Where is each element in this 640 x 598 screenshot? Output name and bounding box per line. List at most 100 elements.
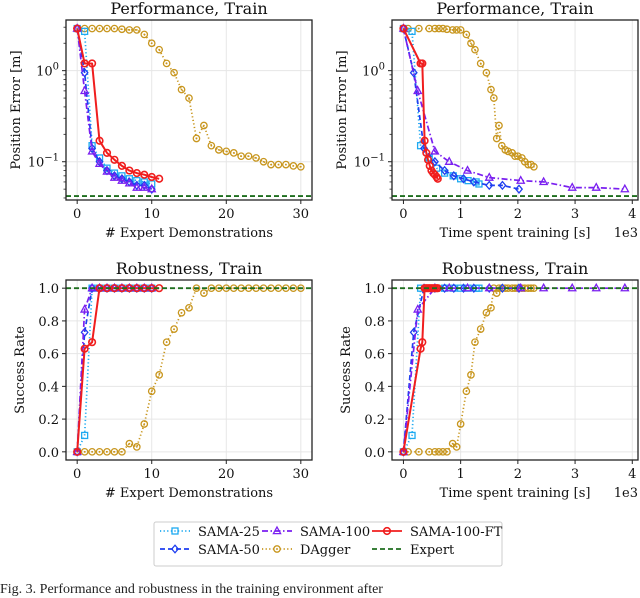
data-point — [132, 169, 141, 178]
data-point — [289, 162, 298, 170]
legend-marker — [170, 544, 180, 554]
data-point — [409, 67, 418, 78]
ytick-label: 0.6 — [364, 348, 385, 363]
ytick-label: 10−1 — [354, 153, 385, 171]
plot-area — [392, 282, 638, 457]
data-point — [110, 155, 119, 164]
data-point — [538, 176, 549, 186]
data-point — [487, 85, 495, 94]
data-point — [185, 303, 193, 312]
series-line — [402, 28, 625, 190]
series-line — [76, 287, 160, 452]
xtick-label: 1 — [457, 467, 465, 482]
data-point — [476, 325, 485, 333]
series-sama-100-ft — [73, 24, 164, 183]
data-point — [469, 283, 478, 293]
data-point — [170, 325, 178, 333]
data-point — [162, 338, 171, 347]
data-point — [80, 59, 89, 68]
x-axis-label: Time spent training [s] — [440, 226, 591, 241]
legend-item-sama-25: SAMA-25 — [160, 525, 260, 540]
data-point — [433, 174, 442, 183]
series-dagger — [73, 24, 305, 171]
ytick-label: 1.0 — [364, 282, 385, 297]
series-line — [402, 287, 479, 453]
grid — [66, 20, 312, 200]
y-axis-label: Position Error [m] — [335, 50, 350, 169]
data-point — [462, 387, 471, 396]
chart-title: Robustness, Train — [442, 259, 589, 278]
data-point — [237, 152, 246, 161]
data-point — [94, 158, 105, 168]
chart-robust_demos: 0 10 20 30 0.0 0.2 0.4 0.6 0.8 1.0 Robustness, Tra… — [13, 259, 313, 501]
data-point — [430, 145, 440, 155]
data-point — [449, 171, 458, 181]
data-point — [469, 177, 478, 187]
legend-label: DAgger — [300, 543, 351, 558]
data-point — [567, 182, 577, 191]
xtick-label: 0 — [399, 207, 407, 222]
data-point — [162, 59, 171, 68]
data-point — [492, 134, 501, 143]
xtick-label: 0 — [73, 207, 81, 222]
x-axis-multiplier: 1e3 — [614, 486, 638, 501]
ytick-label: 100 — [36, 62, 59, 80]
grid — [392, 280, 638, 460]
data-point — [498, 180, 507, 191]
series-line — [76, 28, 153, 190]
data-point — [399, 24, 408, 33]
axes-frame — [391, 19, 639, 201]
xtick-label: 0 — [399, 467, 407, 482]
data-point — [516, 175, 526, 184]
data-point — [117, 173, 126, 184]
series-dagger — [73, 284, 305, 456]
data-point — [117, 161, 127, 170]
xtick-label: 4 — [628, 207, 636, 222]
ytick-label: 1.0 — [38, 282, 59, 297]
legend-label: SAMA-100-FT — [410, 525, 503, 540]
data-point — [155, 174, 164, 183]
xtick-label: 2 — [514, 467, 522, 482]
data-point — [485, 180, 494, 191]
data-point — [79, 85, 90, 95]
data-point — [418, 338, 427, 347]
data-point — [443, 447, 451, 456]
data-point — [103, 24, 111, 33]
data-point — [200, 121, 208, 130]
data-point — [118, 25, 126, 34]
data-point — [440, 165, 449, 176]
legend-label: Expert — [410, 543, 455, 558]
series-line — [76, 28, 152, 190]
legend-item-expert: Expert — [372, 543, 455, 558]
data-point — [147, 183, 157, 193]
data-point — [125, 439, 134, 448]
ytick-label: 0.2 — [364, 413, 385, 428]
data-point — [484, 172, 494, 181]
data-point — [132, 443, 141, 451]
series-dagger — [399, 24, 538, 171]
y-axis-label: Success Rate — [339, 326, 354, 414]
legend-label: SAMA-100 — [300, 525, 370, 540]
data-point — [80, 431, 89, 440]
data-point — [87, 145, 97, 155]
series-line — [77, 287, 301, 453]
data-point — [87, 338, 97, 347]
data-point — [200, 289, 208, 297]
data-point — [155, 371, 164, 379]
axes-frame — [391, 279, 639, 461]
data-point — [155, 45, 164, 54]
legend-item-sama-100: SAMA-100 — [262, 525, 370, 540]
data-point — [415, 447, 423, 456]
axes-frame — [65, 279, 313, 461]
data-point — [467, 39, 475, 48]
legend-label: SAMA-50 — [198, 543, 260, 558]
data-point — [467, 371, 475, 379]
ytick-label: 0.0 — [38, 446, 59, 461]
data-point — [132, 180, 141, 191]
data-point — [244, 152, 253, 161]
data-point — [147, 387, 156, 396]
data-point — [487, 303, 495, 312]
ytick-label: 0.0 — [364, 446, 385, 461]
data-point — [79, 304, 90, 313]
data-point — [102, 148, 112, 158]
